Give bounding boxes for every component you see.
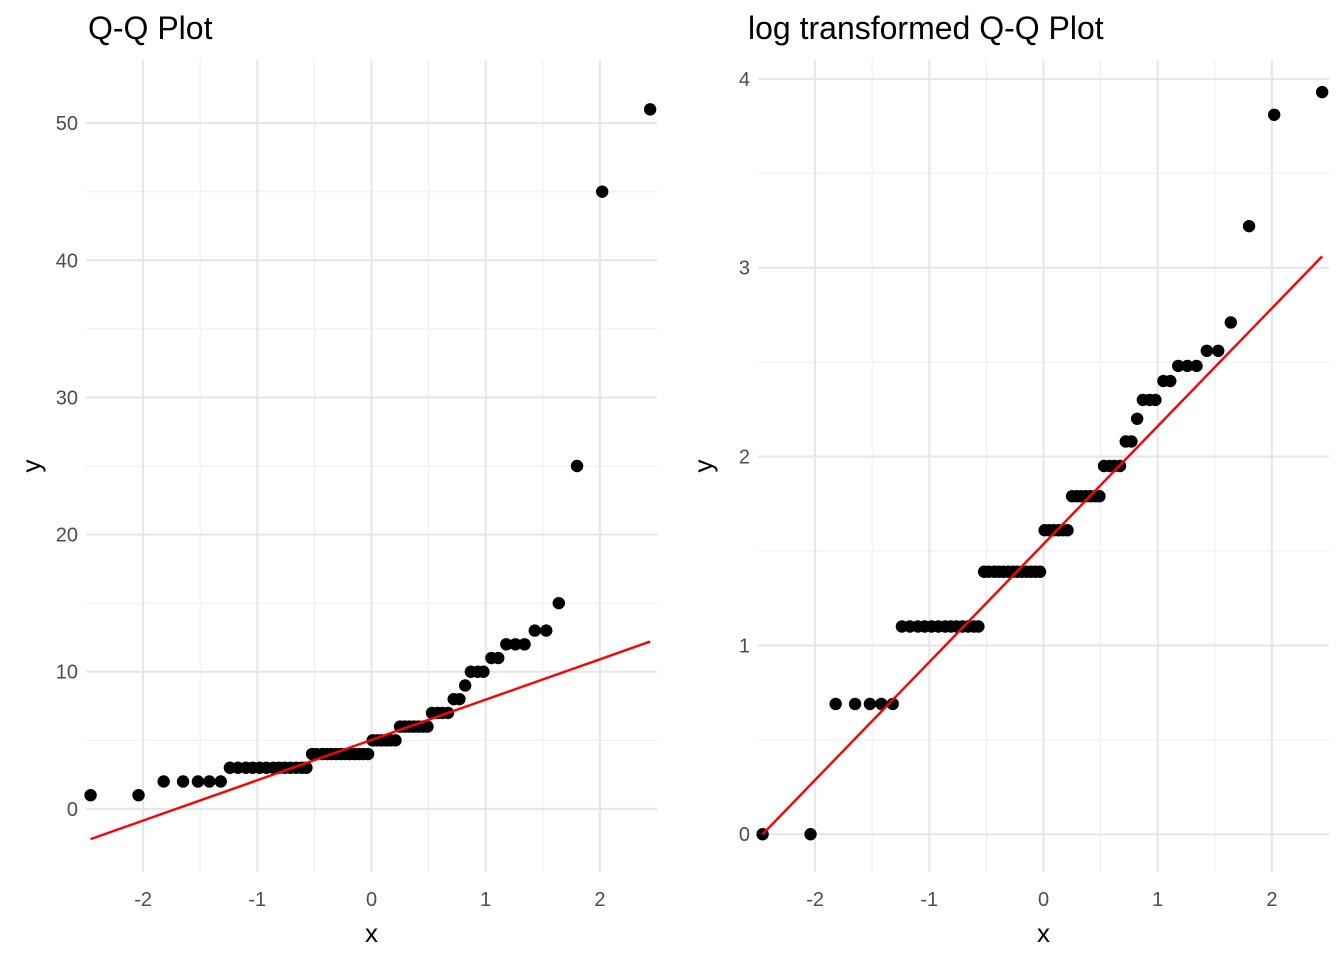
data-points [756,85,1329,841]
data-point [1172,359,1185,373]
x-tick-label: 0 [1038,889,1049,911]
y-tick-label: 0 [67,799,78,821]
data-points [84,103,657,802]
grid-lines [86,60,657,872]
data-point [1315,85,1329,99]
data-point [1224,316,1237,329]
data-point [203,775,216,788]
data-point [595,185,609,198]
data-point [1149,393,1162,407]
data-point [477,665,490,678]
data-point [191,775,205,788]
x-tick-label: -1 [920,889,938,911]
data-point [540,624,553,637]
y-axis-label: y [16,460,46,473]
data-point [1181,359,1194,373]
log-qq-plot-panel: log transformed Q-Q Plot -2 -1 0 1 2 0 1 2 3 4 x y [672,0,1344,960]
y-tick-label: 10 [56,662,78,684]
data-point [552,596,565,610]
x-axis-label: x [365,918,378,948]
x-tick-label: 1 [480,889,491,911]
data-point [1212,344,1225,358]
chart-title: Q-Q Plot [88,10,213,46]
data-point [886,697,899,711]
y-tick-label: 50 [56,113,78,135]
data-point [509,638,522,651]
data-point [421,720,434,733]
qq-plot-panel: Q-Q Plot -2 -1 0 1 2 0 10 20 30 40 50 x y [16,10,657,948]
data-point [132,788,145,802]
x-tick-label: -1 [248,889,266,911]
data-point [84,788,97,802]
x-axis-label: x [1037,918,1050,948]
data-point [1242,219,1256,233]
data-point [643,103,657,116]
data-point [1130,412,1144,425]
data-point [361,747,375,761]
data-point [1164,374,1177,388]
data-point [214,775,227,788]
data-point [972,620,985,633]
data-point [570,459,584,473]
x-tick-label: 2 [1266,889,1277,911]
data-point [176,775,190,788]
data-point [1061,524,1074,537]
data-point [458,679,472,692]
reference-line [761,255,1324,836]
data-point [528,624,542,637]
data-point [518,638,531,651]
y-tick-label: 4 [739,69,750,91]
data-point [863,697,877,711]
y-tick-label: 30 [56,387,78,409]
y-axis-label: y [688,460,718,473]
chart-title: log transformed Q-Q Plot [748,10,1104,46]
data-point [453,692,466,706]
y-tick-label: 0 [739,824,750,846]
data-point [1033,565,1047,578]
x-tick-label: 1 [1152,889,1163,911]
data-point [1093,490,1106,503]
reference-line [90,640,651,841]
x-tick-label: 2 [594,889,605,911]
data-point [500,638,513,651]
y-tick-label: 1 [739,635,750,657]
data-point [804,828,817,841]
data-point [848,697,862,711]
data-point [1125,435,1138,448]
data-point [157,775,170,788]
y-tick-label: 20 [56,525,78,547]
data-point [829,697,842,711]
x-tick-label: 0 [366,889,377,911]
log-qq-plot-chart: -2 -1 0 1 2 0 1 2 3 4 x y [688,60,1329,948]
data-point [492,651,505,665]
y-tick-label: 40 [56,250,78,272]
data-point [1267,108,1281,121]
x-tick-label: -2 [806,889,824,911]
x-tick-label: -2 [134,889,152,911]
y-tick-label: 3 [739,258,750,280]
data-point [389,734,402,747]
y-tick-label: 2 [739,447,750,469]
data-point [1200,344,1214,358]
data-point [1190,359,1203,373]
